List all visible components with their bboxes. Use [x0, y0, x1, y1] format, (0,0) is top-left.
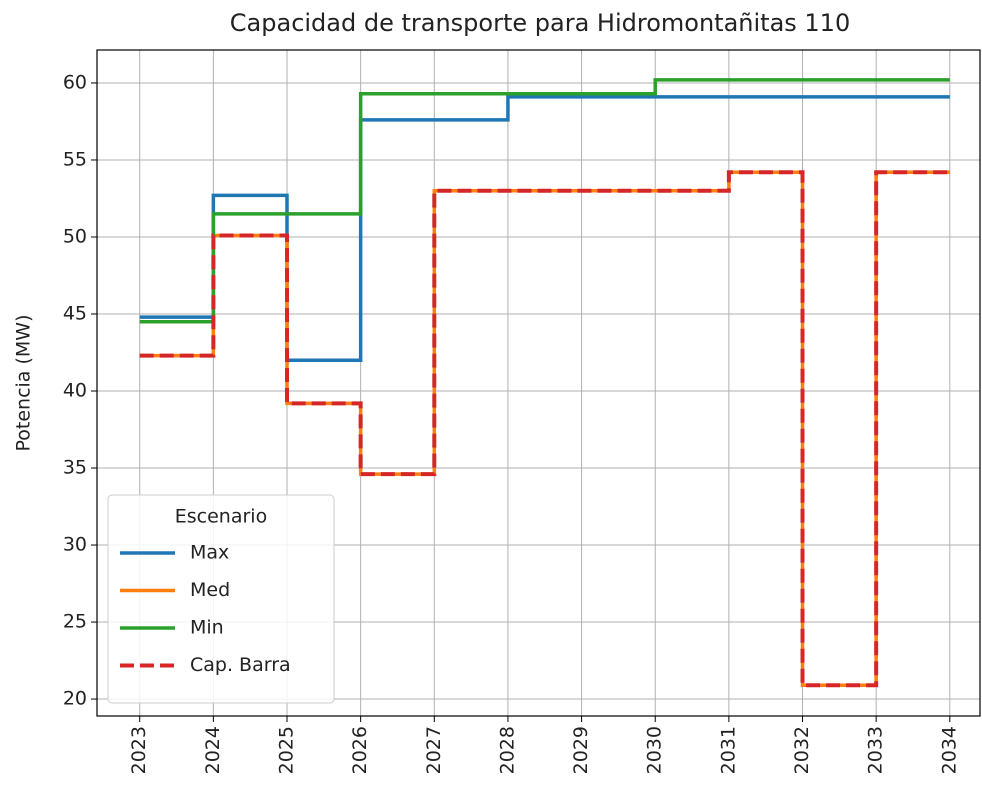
step-line [139, 170, 950, 688]
step-line [139, 95, 950, 362]
x-tick-label: 2028 [496, 726, 518, 774]
legend-box [107, 494, 335, 704]
x-tick-label: 2031 [717, 726, 739, 774]
x-tick-label: 2026 [349, 726, 371, 774]
x-tick-label: 2024 [202, 726, 224, 774]
x-tick-label: 2030 [644, 726, 666, 774]
axes-frame [96, 49, 981, 717]
x-tick-label: 2032 [791, 726, 813, 774]
chart-title: Capacidad de transporte para Hidromontañ… [230, 9, 850, 37]
legend-title: Escenario [175, 506, 267, 528]
y-tick-label: 45 [63, 302, 87, 324]
y-tick-label: 30 [63, 534, 87, 556]
y-tick-label: 40 [63, 380, 87, 402]
y-tick-label: 20 [63, 688, 87, 710]
step-line [139, 78, 950, 324]
x-tick-label: 2033 [865, 726, 887, 774]
legend-label: Min [190, 617, 224, 639]
legend-label: Med [190, 579, 230, 601]
y-tick-label: 60 [63, 71, 87, 93]
x-tick-label: 2025 [276, 726, 298, 774]
y-tick-label: 55 [63, 148, 87, 170]
x-tick-label: 2029 [570, 726, 592, 774]
legend-label: Max [190, 542, 229, 564]
y-tick-label: 25 [63, 611, 87, 633]
x-tick-label: 2023 [128, 726, 150, 774]
y-tick-label: 50 [63, 225, 87, 247]
y-tick-label: 35 [63, 457, 87, 479]
y-axis-label: Potencia (MW) [13, 315, 35, 452]
legend: Escenario Max Med Min Cap. Barra [107, 494, 335, 704]
legend-label: Cap. Barra [190, 654, 291, 676]
x-tick-label: 2027 [423, 726, 445, 774]
x-tick-label: 2034 [938, 726, 960, 774]
